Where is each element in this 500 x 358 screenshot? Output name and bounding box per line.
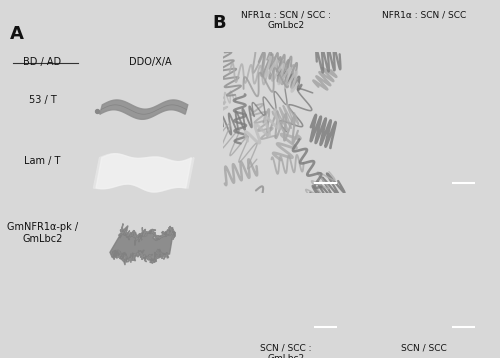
Text: SCN / SCC :
GmLbc2: SCN / SCC : GmLbc2 — [260, 344, 312, 358]
Polygon shape — [94, 154, 194, 192]
Text: Lam / T: Lam / T — [24, 156, 60, 166]
Text: SCN / SCC: SCN / SCC — [401, 344, 446, 353]
Text: A: A — [10, 25, 24, 43]
Text: B: B — [212, 14, 226, 32]
Text: NFR1α : SCN / SCC: NFR1α : SCN / SCC — [382, 11, 466, 20]
Text: GmNFR1α-pk /
GmLbc2: GmNFR1α-pk / GmLbc2 — [7, 222, 78, 243]
Polygon shape — [100, 100, 188, 119]
Text: DDO/X/A: DDO/X/A — [128, 57, 172, 67]
Polygon shape — [110, 224, 175, 265]
Text: NFR1α : SCN / SCC :
GmLbc2: NFR1α : SCN / SCC : GmLbc2 — [241, 11, 331, 30]
Point — [92, 108, 100, 113]
Polygon shape — [96, 154, 192, 192]
Text: 53 / T: 53 / T — [28, 95, 56, 105]
Text: BD / AD: BD / AD — [24, 57, 62, 67]
